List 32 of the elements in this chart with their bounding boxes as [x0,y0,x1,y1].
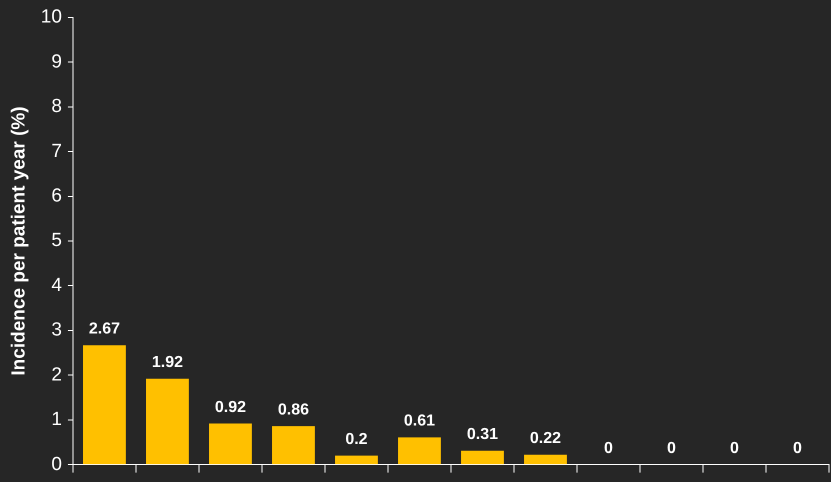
y-tick-label: 5 [51,230,62,252]
y-axis-title: Incidence per patient year (%) [8,106,30,376]
y-tick-label: 2 [51,364,62,386]
y-tick-label: 10 [40,6,62,28]
bar [524,454,567,464]
bar [83,345,126,464]
bar [272,426,315,464]
data-label: 0.31 [466,426,498,444]
y-tick-label: 8 [51,96,62,118]
data-label: 0 [604,440,614,458]
bar [461,450,504,464]
y-tick-label: 0 [51,454,62,475]
bar [146,378,189,464]
data-label: 0.86 [278,402,310,419]
data-label: 0.22 [530,430,562,448]
data-label: 1.92 [152,354,184,372]
y-tick-label: 1 [51,409,62,430]
data-label: 0 [793,440,802,458]
y-tick-label: 7 [51,140,62,162]
y-tick-label: 6 [51,186,62,207]
data-label: 0.2 [345,431,368,448]
data-label: 0 [730,440,740,458]
bar [398,437,441,464]
bar [335,456,378,464]
y-tick-label: 3 [51,320,62,341]
bar [209,423,252,464]
y-tick-label: 4 [51,274,62,296]
data-label: 0.61 [404,412,436,430]
data-label: 0.92 [214,398,246,416]
data-label: 0 [667,440,676,458]
data-label: 2.67 [88,320,120,338]
y-tick-label: 9 [51,51,62,72]
